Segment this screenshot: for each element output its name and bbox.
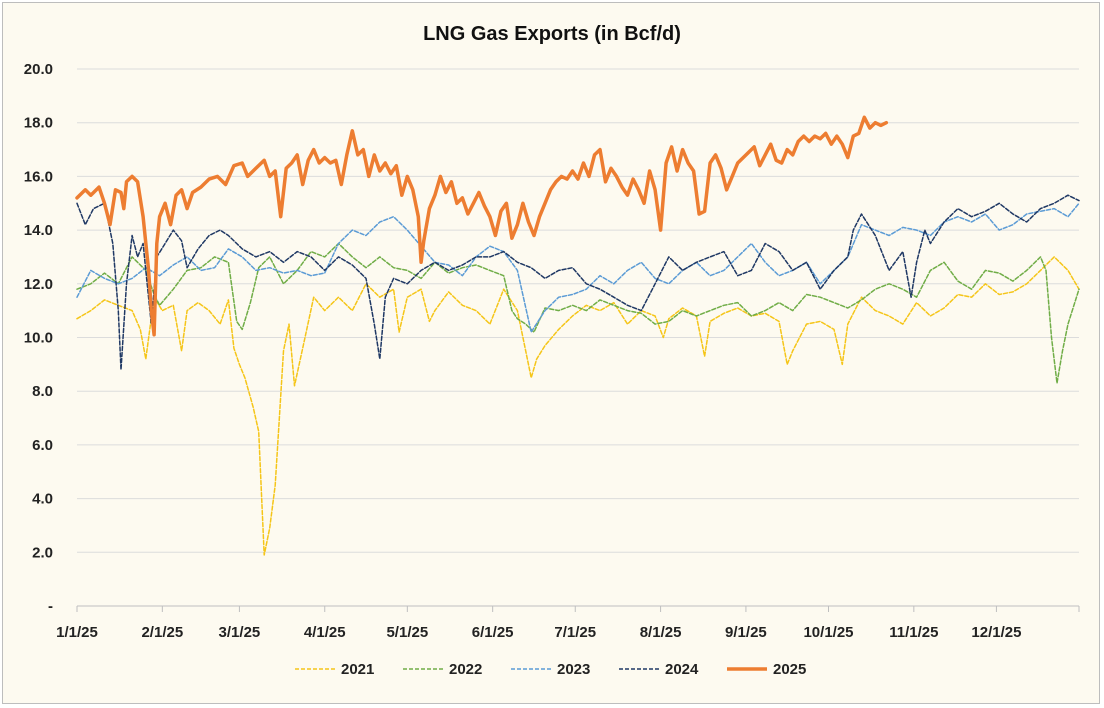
y-tick-label: -: [48, 598, 53, 615]
series-line-2021: [76, 256, 1080, 556]
x-tick-label: 11/1/25: [889, 624, 938, 641]
series-line-2025: [75, 115, 889, 337]
legend-label-2024: 2024: [665, 661, 699, 678]
y-tick-label: 8.0: [32, 383, 53, 400]
x-tick-label: 3/1/25: [219, 624, 261, 641]
y-tick-label: 18.0: [24, 115, 53, 132]
y-tick-label: 4.0: [32, 491, 53, 508]
x-tick-label: 4/1/25: [304, 624, 346, 641]
y-tick-label: 10.0: [24, 330, 53, 347]
legend-label-2022: 2022: [449, 661, 482, 678]
x-tick-label: 8/1/25: [640, 624, 682, 641]
x-tick-label: 7/1/25: [554, 624, 596, 641]
legend-label-2023: 2023: [557, 661, 590, 678]
chart-title: LNG Gas Exports (in Bcf/d): [423, 23, 681, 45]
y-tick-label: 2.0: [32, 544, 53, 561]
x-tick-label: 5/1/25: [386, 624, 428, 641]
x-tick-label: 2/1/25: [141, 624, 183, 641]
gridlines: [77, 68, 1079, 553]
x-axis: 1/1/25 2/1/25 3/1/25 4/1/25 5/1/25 6/1/25 7/1/…: [56, 605, 1080, 641]
y-tick-label: 20.0: [24, 61, 53, 78]
y-tick-label: 12.0: [24, 276, 53, 293]
y-axis-ticks: - 2.0 4.0 6.0 8.0 10.0 12.0 14.0 16.0 18.0 20.0: [24, 61, 53, 615]
series-lines: [75, 115, 1080, 556]
series-line-2024: [76, 194, 1080, 371]
x-tick-label: 9/1/25: [725, 624, 767, 641]
x-tick-label: 12/1/25: [971, 624, 1021, 641]
legend-label-2025: 2025: [773, 661, 806, 678]
legend: 2021 2022 2023 2024 2025: [295, 661, 806, 678]
legend-label-2021: 2021: [341, 661, 374, 678]
y-tick-label: 16.0: [24, 168, 53, 185]
y-tick-label: 6.0: [32, 437, 53, 454]
x-tick-label: 10/1/25: [803, 624, 853, 641]
x-tick-label: 1/1/25: [56, 624, 98, 641]
x-tick-label: 6/1/25: [472, 624, 514, 641]
y-tick-label: 14.0: [24, 222, 53, 239]
series-line-2023: [76, 202, 1080, 333]
series-line-2022: [76, 242, 1080, 384]
